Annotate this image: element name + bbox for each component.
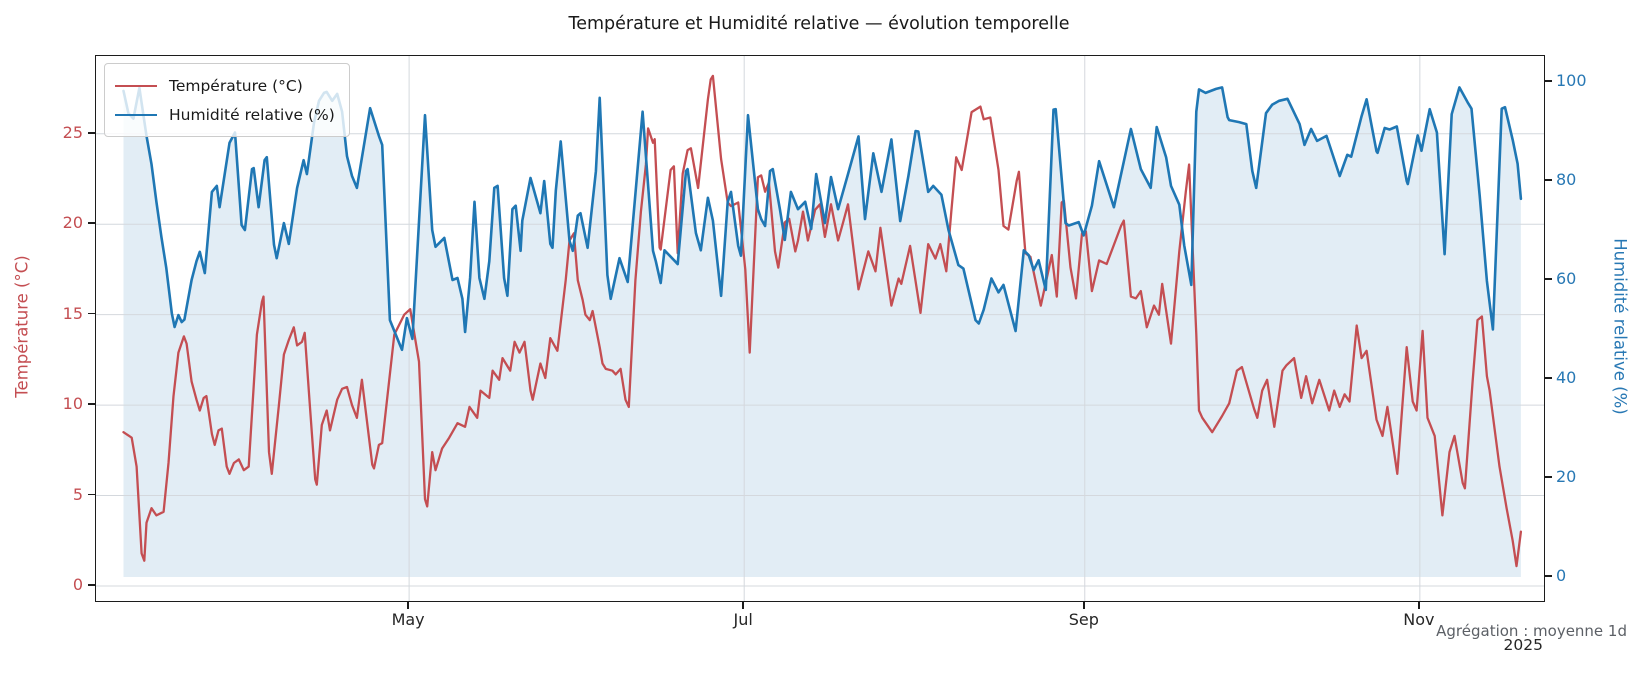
temperature-line [122, 74, 1523, 568]
y-tick-right [1545, 80, 1552, 82]
y-tick-right [1545, 476, 1552, 478]
aggregation-annotation: Agrégation : moyenne 1d [1436, 622, 1627, 640]
legend: Température (°C) Humidité relative (%) [104, 63, 350, 137]
humidity-fill-area [123, 87, 1521, 578]
x-tick [742, 602, 744, 609]
y-tick-left [88, 131, 95, 134]
legend-label-humidity: Humidité relative (%) [169, 105, 335, 124]
y-tick-label-left: 20 [62, 213, 83, 233]
humidity-line-swatch [115, 113, 157, 116]
chart-canvas [96, 56, 1544, 601]
x-tick [407, 602, 409, 609]
x-tick-label: Nov [1403, 610, 1435, 629]
plot-area: Température (°C) Humidité relative (%) A… [95, 55, 1627, 640]
x-tick [1418, 602, 1420, 609]
y-tick-right [1545, 377, 1552, 379]
y-tick-left [88, 493, 95, 496]
y-tick-label-left: 15 [62, 303, 83, 323]
legend-item-humidity: Humidité relative (%) [115, 100, 335, 129]
x-axis-year-label: 2025 [1503, 636, 1543, 654]
y-tick-label-left: 0 [72, 574, 83, 594]
y-tick-left [88, 584, 95, 586]
x-tick-label: May [391, 610, 425, 629]
y-tick-right [1545, 575, 1552, 577]
y-tick-left [88, 403, 95, 405]
y-tick-label-right: 60 [1556, 268, 1577, 288]
x-tick-label: Sep [1068, 610, 1099, 629]
y-tick-label-left: 5 [72, 484, 83, 504]
legend-item-temperature: Température (°C) [115, 71, 335, 100]
y-tick-label-left: 10 [62, 394, 83, 414]
x-tick [1082, 602, 1085, 609]
y-tick-label-right: 0 [1556, 565, 1567, 585]
chart-title: Température et Humidité relative — évolu… [568, 14, 1070, 34]
y-tick-right [1545, 179, 1552, 181]
y-tick-left [88, 312, 95, 315]
temperature-line-swatch [115, 84, 157, 87]
y-tick-label-right: 80 [1556, 169, 1577, 189]
y-tick-right [1545, 278, 1552, 280]
y-tick-label-right: 40 [1556, 367, 1577, 387]
y-tick-label-right: 100 [1556, 70, 1587, 90]
y-tick-label-right: 20 [1556, 466, 1577, 486]
y-axis-label-temperature: Température (°C) [12, 255, 32, 398]
legend-label-temperature: Température (°C) [169, 76, 303, 95]
x-tick-label: Jul [733, 610, 753, 629]
y-tick-label-left: 25 [62, 122, 83, 142]
y-tick-left [88, 222, 95, 224]
